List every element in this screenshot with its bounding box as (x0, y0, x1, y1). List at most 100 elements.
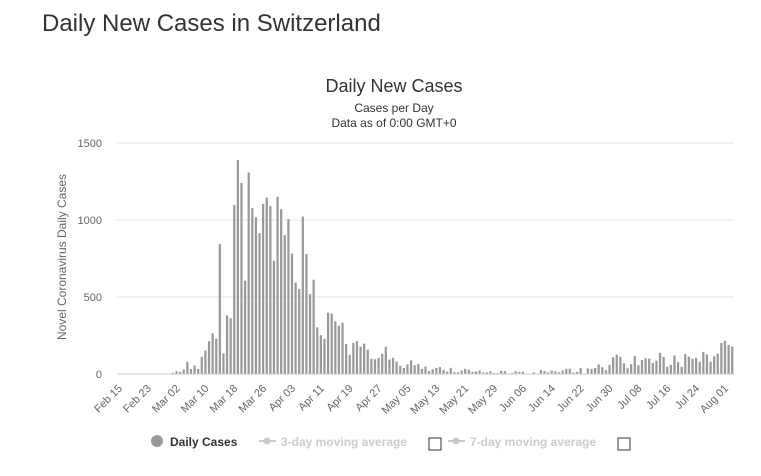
bar[interactable] (640, 360, 644, 374)
bar[interactable] (630, 364, 633, 374)
bar[interactable] (409, 360, 413, 374)
bar[interactable] (247, 172, 250, 374)
bar[interactable] (243, 280, 247, 374)
bar[interactable] (301, 216, 304, 374)
bar[interactable] (478, 370, 481, 374)
bar[interactable] (604, 370, 608, 374)
bar[interactable] (363, 343, 366, 374)
bar[interactable] (251, 208, 254, 374)
bar[interactable] (467, 369, 470, 374)
bar[interactable] (695, 357, 698, 374)
bar[interactable] (485, 372, 488, 374)
bar[interactable] (262, 203, 265, 374)
bar[interactable] (312, 279, 315, 374)
bar[interactable] (330, 313, 333, 374)
bar[interactable] (287, 219, 290, 374)
bar[interactable] (211, 333, 214, 374)
bar[interactable] (298, 288, 301, 374)
bar[interactable] (716, 353, 719, 374)
bar[interactable] (323, 338, 326, 374)
bar[interactable] (608, 364, 611, 374)
bar[interactable] (456, 372, 460, 374)
bar[interactable] (197, 368, 200, 374)
bar[interactable] (547, 372, 550, 374)
bar[interactable] (673, 355, 676, 374)
bar[interactable] (359, 346, 362, 374)
bar[interactable] (229, 318, 232, 374)
bar[interactable] (575, 372, 579, 374)
bar[interactable] (586, 368, 589, 374)
bar[interactable] (337, 325, 341, 374)
legend-item-3-day[interactable]: 3-day moving average (259, 435, 407, 449)
bar[interactable] (662, 356, 665, 374)
bar[interactable] (691, 358, 694, 374)
bar[interactable] (215, 338, 218, 374)
bar[interactable] (175, 371, 178, 374)
bar[interactable] (218, 244, 221, 374)
bar[interactable] (590, 368, 593, 374)
bar[interactable] (568, 368, 571, 374)
bar[interactable] (254, 217, 258, 374)
bar[interactable] (236, 159, 239, 374)
bar[interactable] (532, 372, 535, 374)
bar[interactable] (622, 363, 626, 374)
bar[interactable] (655, 360, 658, 374)
bar[interactable] (705, 354, 709, 374)
bar[interactable] (355, 341, 359, 374)
bar[interactable] (395, 361, 398, 374)
bar[interactable] (276, 196, 279, 374)
bar[interactable] (687, 356, 691, 374)
bar[interactable] (666, 366, 669, 374)
bar[interactable] (698, 361, 701, 374)
bar[interactable] (366, 349, 369, 374)
bar[interactable] (482, 372, 485, 374)
bar[interactable] (460, 370, 463, 374)
bar[interactable] (391, 357, 395, 374)
bar[interactable] (676, 362, 680, 374)
bar[interactable] (593, 367, 597, 374)
bar[interactable] (233, 205, 236, 374)
bar[interactable] (521, 371, 525, 374)
bar[interactable] (272, 260, 276, 374)
bar[interactable] (669, 364, 672, 374)
bar[interactable] (435, 367, 438, 374)
bar[interactable] (225, 315, 229, 374)
checkbox-3-day[interactable] (428, 437, 442, 451)
bar[interactable] (189, 369, 193, 374)
bar[interactable] (539, 370, 543, 374)
bar[interactable] (373, 359, 377, 374)
bar[interactable] (413, 365, 416, 374)
bar[interactable] (702, 351, 705, 374)
bar[interactable] (601, 367, 604, 374)
bar[interactable] (579, 368, 582, 374)
bar[interactable] (269, 206, 272, 374)
bar[interactable] (193, 365, 196, 374)
bar[interactable] (637, 365, 640, 374)
bar[interactable] (186, 361, 189, 374)
bar[interactable] (615, 354, 618, 374)
bar[interactable] (731, 346, 734, 374)
bar[interactable] (377, 357, 380, 374)
bar[interactable] (381, 353, 384, 374)
bar[interactable] (510, 372, 514, 374)
bar[interactable] (550, 370, 553, 374)
bar[interactable] (626, 368, 629, 374)
bar[interactable] (294, 282, 297, 374)
bar[interactable] (633, 355, 636, 374)
bar[interactable] (204, 350, 207, 374)
bar[interactable] (489, 371, 492, 374)
bar[interactable] (265, 197, 268, 374)
bar[interactable] (406, 364, 409, 374)
bar[interactable] (417, 364, 420, 374)
bar[interactable] (341, 322, 344, 374)
bar[interactable] (720, 342, 723, 374)
bar[interactable] (453, 372, 456, 374)
bar[interactable] (680, 366, 683, 374)
bar[interactable] (319, 335, 322, 374)
bar[interactable] (427, 370, 431, 374)
bar[interactable] (557, 372, 561, 374)
bar[interactable] (305, 254, 308, 374)
bar[interactable] (713, 356, 716, 374)
bar[interactable] (561, 370, 564, 374)
bar[interactable] (543, 371, 546, 374)
